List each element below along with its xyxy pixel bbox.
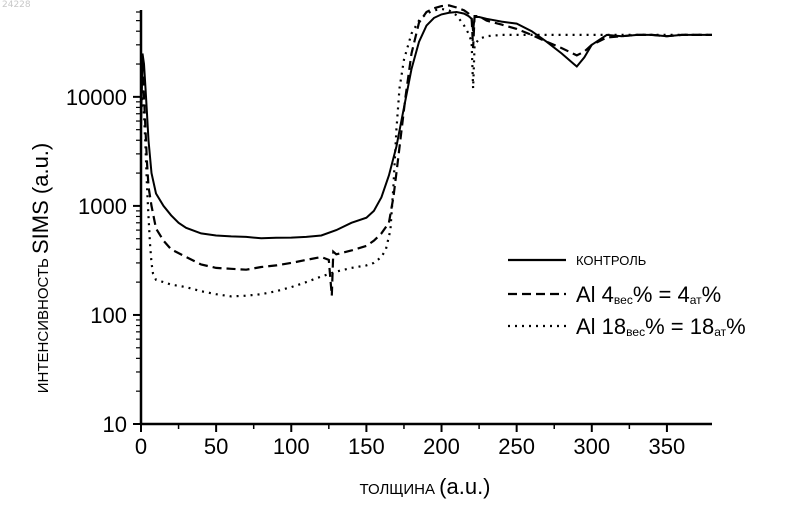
x-tick-label: 0 xyxy=(135,434,147,459)
plot-area xyxy=(139,4,712,298)
y-tick-label: 100 xyxy=(90,303,127,328)
x-axis-title: ТОЛЩИНА (a.u.) xyxy=(359,474,490,499)
legend-entry-1: КОНТРОЛЬ xyxy=(576,253,646,268)
legend: КОНТРОЛЬ Al 4вес% = 4ат% Al 18вес% = 18ат% xyxy=(508,253,746,339)
axis-titles: ТОЛЩИНА (a.u.) ИНТЕНСИВНОСТЬ SIMS (a.u.) xyxy=(28,143,491,499)
x-tick-label: 250 xyxy=(498,434,535,459)
axes: 0 50 100 150 200 250 300 350 10 100 1000 10000 xyxy=(66,10,712,459)
legend-entry-2: Al 4вес% = 4ат% xyxy=(576,282,721,307)
x-tick-label: 300 xyxy=(573,434,610,459)
image-id-label: 24228 xyxy=(2,0,31,10)
y-tick-label: 10 xyxy=(103,412,127,437)
series-line-2 xyxy=(139,4,712,296)
series-line-1 xyxy=(140,10,712,240)
x-tick-label: 100 xyxy=(273,434,310,459)
x-tick-label: 50 xyxy=(204,434,228,459)
x-tick-label: 200 xyxy=(423,434,460,459)
series-line-3 xyxy=(139,7,712,298)
x-tick-label: 350 xyxy=(649,434,686,459)
y-tick-label: 10000 xyxy=(66,85,127,110)
legend-entry-3: Al 18вес% = 18ат% xyxy=(576,314,746,339)
y-axis-title: ИНТЕНСИВНОСТЬ SIMS (a.u.) xyxy=(28,143,53,394)
x-tick-label: 150 xyxy=(348,434,385,459)
y-tick-label: 1000 xyxy=(78,194,127,219)
